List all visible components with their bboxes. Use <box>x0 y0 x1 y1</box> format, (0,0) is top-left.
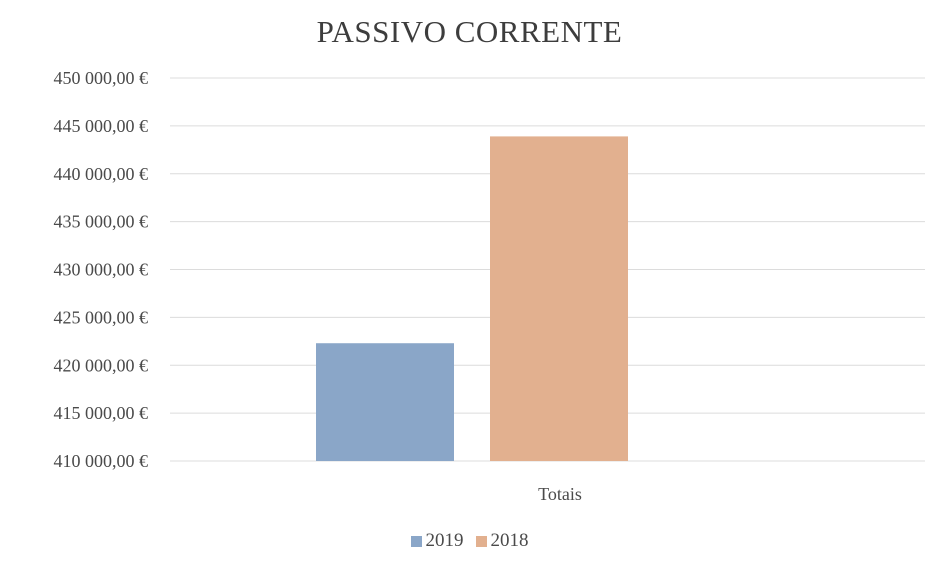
legend-label: 2019 <box>425 530 464 551</box>
legend-item-2018: 2018 <box>475 530 529 552</box>
chart-legend: 2019 2018 <box>0 530 939 553</box>
legend-swatch <box>475 535 487 547</box>
y-tick-label: 440 000,00 € <box>54 164 149 184</box>
y-tick-label: 410 000,00 € <box>54 451 149 471</box>
y-tick-label: 420 000,00 € <box>54 355 149 375</box>
legend-label: 2018 <box>490 530 529 551</box>
y-tick-label: 430 000,00 € <box>54 260 149 280</box>
y-tick-label: 435 000,00 € <box>54 212 149 232</box>
legend-swatch <box>410 535 422 547</box>
y-tick-label: 425 000,00 € <box>54 307 149 327</box>
y-tick-label: 415 000,00 € <box>54 403 149 423</box>
y-tick-label: 445 000,00 € <box>54 116 149 136</box>
bar-2018 <box>490 136 628 461</box>
x-category-label: Totais <box>538 484 582 504</box>
legend-item-2019: 2019 <box>410 530 464 552</box>
chart-title: PASSIVO CORRENTE <box>316 14 623 49</box>
bar-2019 <box>316 343 454 461</box>
y-tick-label: 450 000,00 € <box>54 68 149 88</box>
